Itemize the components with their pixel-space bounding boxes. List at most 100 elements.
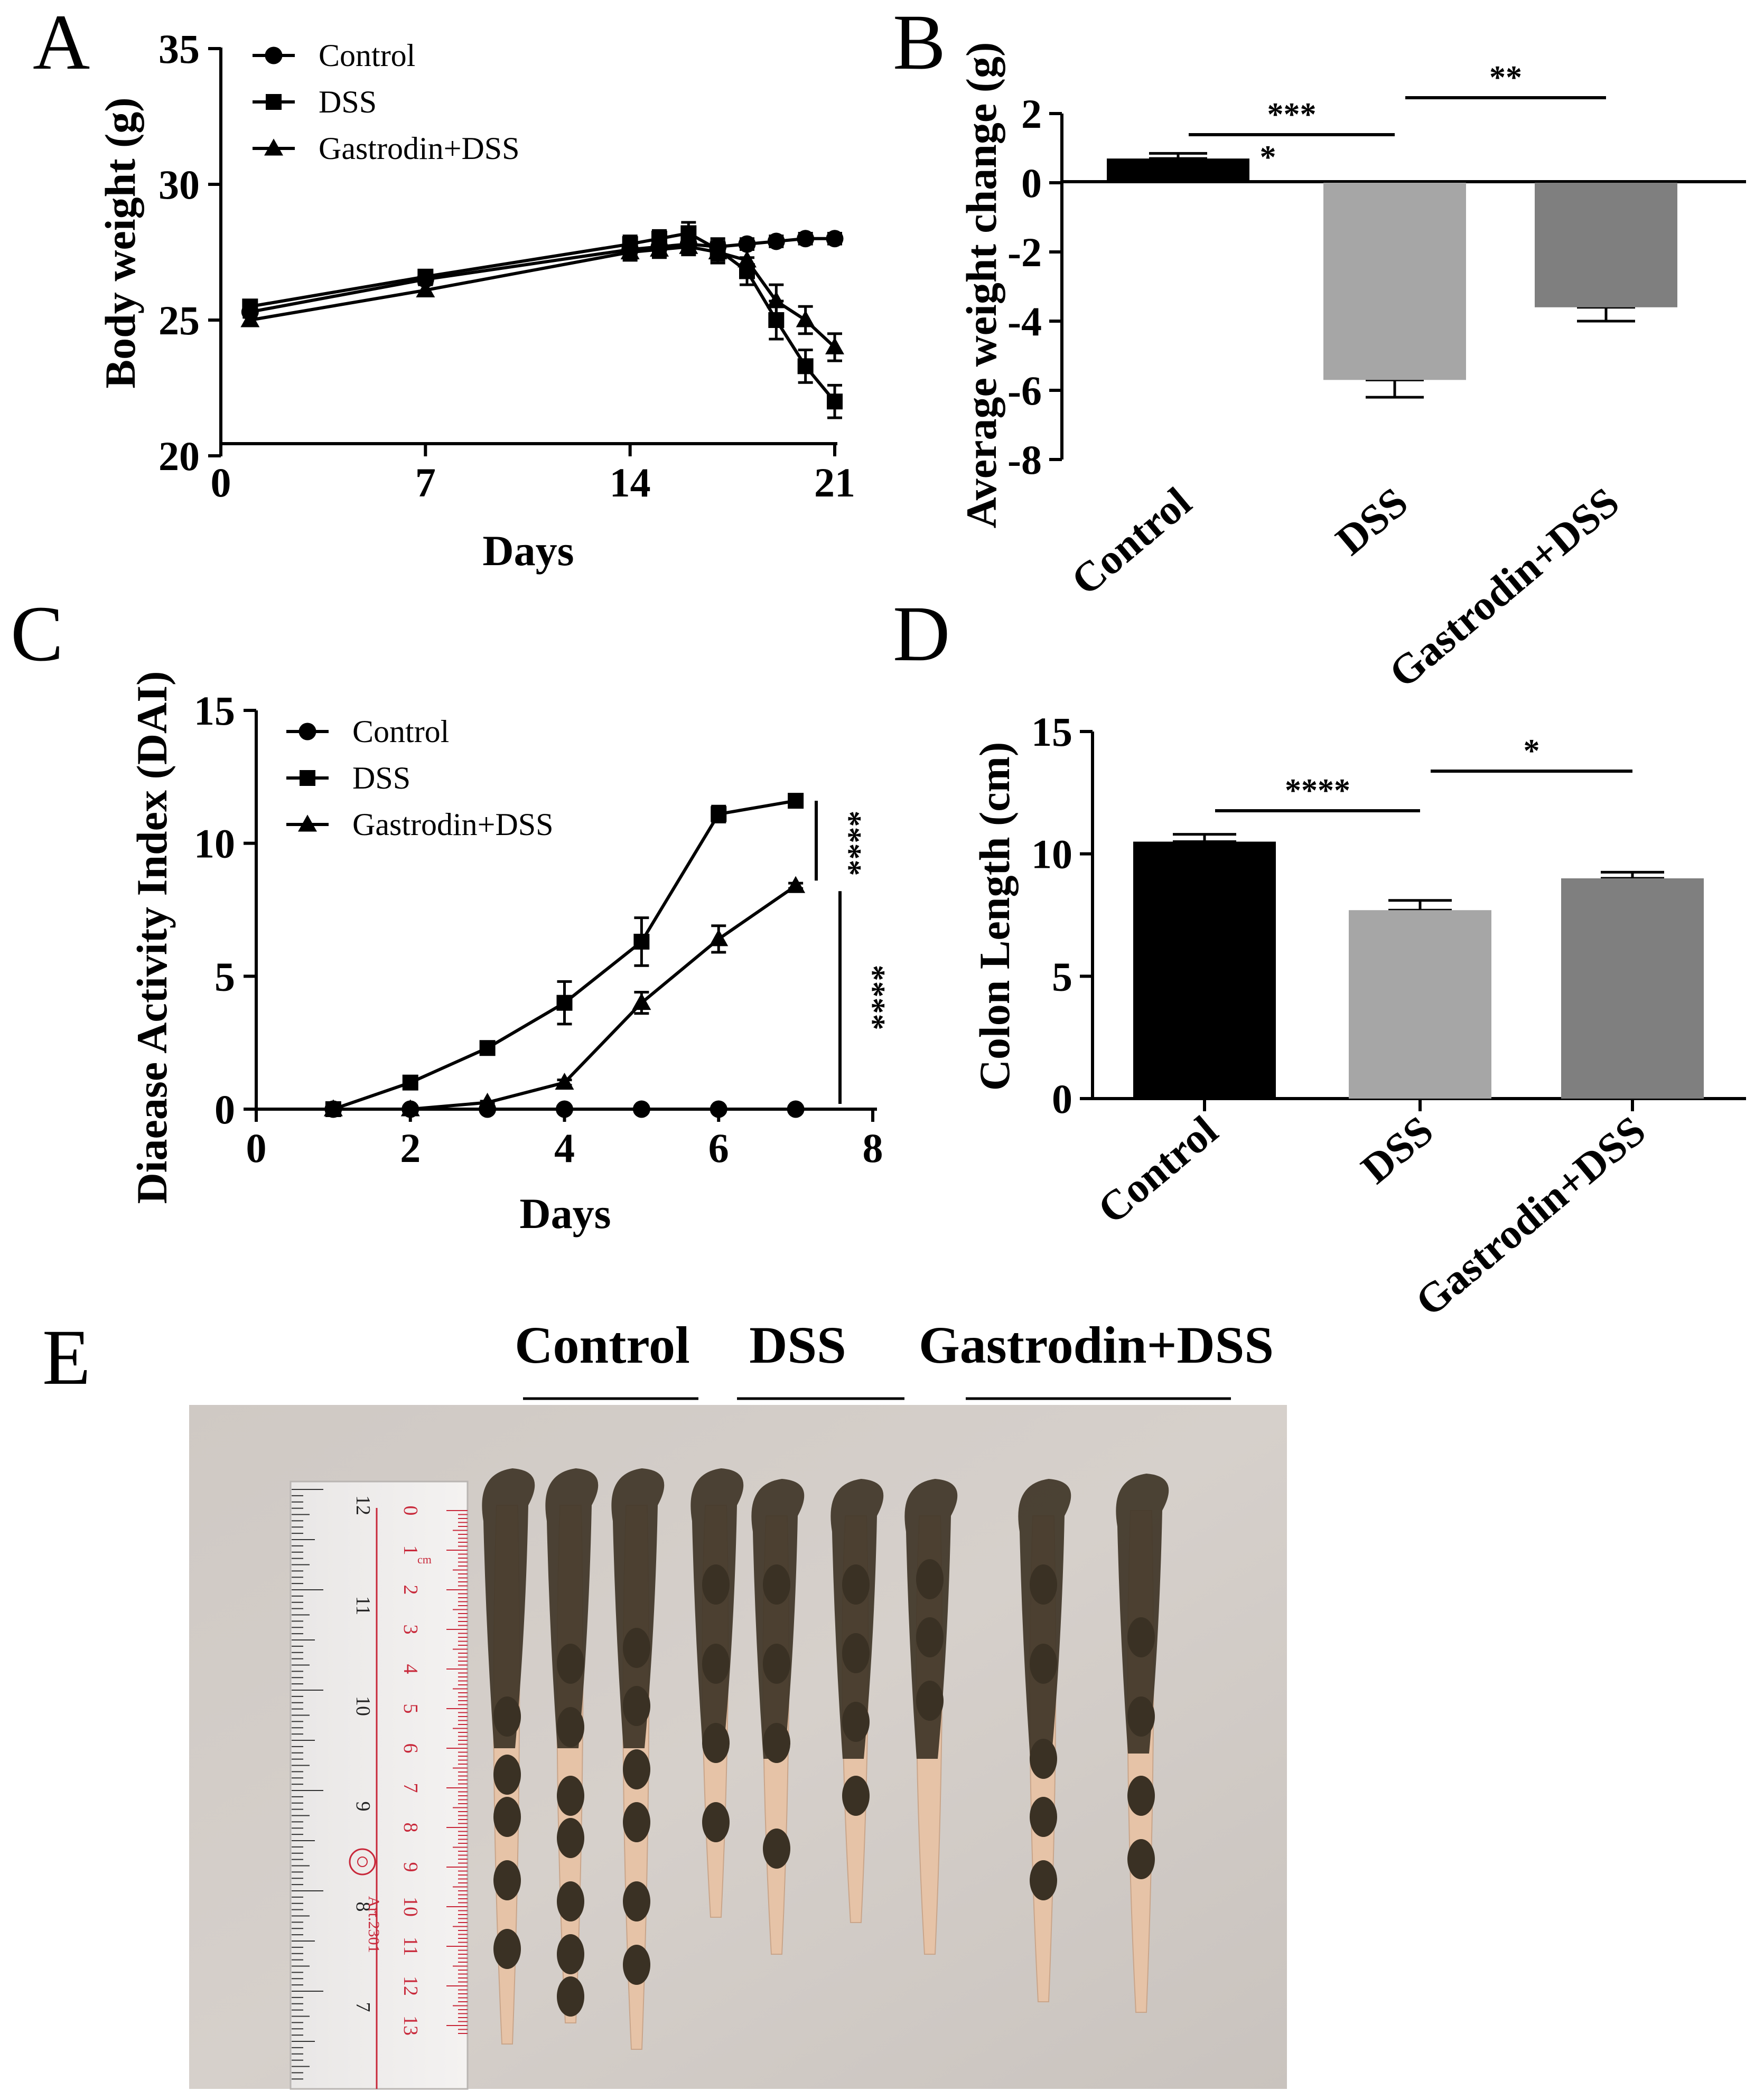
colon-fecal-pellet — [557, 1881, 584, 1921]
colon-fecal-pellet — [623, 1881, 650, 1921]
chart-c-point-gastrodin-dss — [786, 876, 806, 893]
colon-fecal-pellet — [557, 1776, 584, 1816]
colon-fecal-pellet — [557, 1976, 584, 2017]
colon-fecal-pellet — [702, 1723, 730, 1763]
panel-label-d: D — [893, 590, 950, 678]
chart-d-significance: ***** — [1215, 733, 1632, 812]
chart-c-point-gastrodin-dss — [632, 993, 651, 1010]
colon-fecal-pellet — [557, 1644, 584, 1684]
colon-fecal-pellet — [1127, 1696, 1155, 1737]
chart-a-point-dss — [797, 358, 814, 374]
colon-specimen — [482, 1468, 535, 2045]
colon-fecal-pellet — [493, 1696, 521, 1737]
panel-label-b: B — [893, 0, 946, 86]
ruler-cm-label: 0 — [399, 1506, 422, 1516]
colon-specimen — [904, 1479, 958, 1955]
chart-c-point-gastrodin-dss — [555, 1073, 574, 1090]
ruler-cm-label: 12 — [399, 1976, 422, 1996]
ruler-cm-label: 6 — [399, 1743, 422, 1754]
colon-specimens — [482, 1468, 1169, 2050]
colon-fecal-pellet — [916, 1681, 944, 1721]
ruler-cm-label: 1 — [399, 1545, 422, 1555]
colon-photo-panel: Control DSS Gastrodin+DSS 01234567891011… — [189, 1316, 1287, 2090]
chart-a-ytick-label: 30 — [158, 162, 200, 208]
colon-fecal-pellet — [1127, 1776, 1155, 1816]
colon-cecum — [545, 1468, 599, 1748]
chart-a-y-label: Body weight (g) — [96, 97, 144, 388]
ruler-inch-label: 10 — [352, 1696, 374, 1716]
chart-c-xtick-label: 6 — [708, 1125, 729, 1171]
chart-c-significance: **** **** — [815, 801, 891, 1104]
chart-c-x-ticks: 0 2 4 6 8 — [246, 1109, 883, 1171]
colon-fecal-pellet — [842, 1776, 870, 1816]
chart-b-sig-label: * — [1260, 139, 1276, 175]
ruler-cm-label: 9 — [399, 1862, 422, 1872]
ruler-body — [290, 1480, 469, 2090]
chart-a-y-ticks: 20 25 30 35 — [158, 26, 221, 479]
chart-d-bar-dss — [1349, 910, 1491, 1099]
ruler-inch-label: 12 — [352, 1495, 374, 1515]
chart-a-xtick-label: 21 — [814, 460, 855, 505]
colon-fecal-pellet — [1127, 1617, 1155, 1657]
chart-c-ytick-label: 0 — [214, 1086, 235, 1132]
chart-c-point-gastrodin-dss — [323, 1099, 343, 1117]
ruler-cm-label: 3 — [399, 1625, 422, 1635]
chart-b-bar-control — [1107, 158, 1249, 183]
chart-b-category-label: Gastrodin+DSS — [1380, 479, 1628, 697]
panel-label-a: A — [33, 0, 90, 86]
colon-fecal-pellet — [842, 1702, 870, 1742]
colon-fecal-pellet — [916, 1559, 944, 1599]
ruler-cm-label: 10 — [399, 1897, 422, 1917]
ruler-cm-label: 2 — [399, 1585, 422, 1595]
chart-c-point-control — [787, 1100, 805, 1118]
chart-a-legend-marker — [266, 94, 282, 110]
chart-b-ytick-label: -2 — [1007, 229, 1042, 275]
chart-c-y-ticks: 0 5 10 15 — [194, 688, 256, 1132]
chart-c-xtick-label: 4 — [554, 1125, 575, 1171]
chart-d-bar-control — [1133, 841, 1276, 1099]
colon-fecal-pellet — [842, 1564, 870, 1605]
colon-specimen — [545, 1468, 599, 2023]
colon-fecal-pellet — [623, 1749, 650, 1789]
chart-d-ytick-label: 0 — [1052, 1076, 1072, 1122]
chart-a-point-gastrodin-dss — [620, 242, 640, 259]
chart-c-line-dss — [332, 799, 796, 1111]
colon-specimen — [751, 1479, 805, 1955]
colon-fecal-pellet — [493, 1860, 521, 1900]
ruler-cm-label: 4 — [399, 1664, 422, 1674]
chart-b-significance: ****** — [1189, 60, 1606, 175]
colon-fecal-pellet — [623, 1945, 650, 1985]
chart-b-category-label: Control — [1063, 479, 1200, 604]
chart-c-legend-marker — [298, 723, 316, 740]
chart-d-bars — [1133, 833, 1704, 1099]
chart-b-sig-label: ** — [1489, 60, 1522, 96]
colon-cecum — [1116, 1474, 1169, 1754]
rose-logo-icon — [349, 1848, 376, 1876]
chart-d-ytick-label: 15 — [1031, 709, 1072, 755]
colon-cecum — [830, 1479, 884, 1759]
colon-fecal-pellet — [763, 1644, 790, 1684]
chart-b-bar-dss — [1323, 183, 1466, 380]
chart-d-sig-label: **** — [1285, 773, 1350, 809]
chart-c-sig-label: **** — [832, 811, 867, 876]
ruler-inch-label: 7 — [352, 2002, 374, 2012]
colon-specimen — [611, 1468, 665, 2050]
chart-b-ytick-label: 0 — [1021, 160, 1042, 206]
chart-a-ytick-label: 20 — [158, 433, 200, 479]
rose-logo-center — [357, 1857, 368, 1867]
ruler-logo — [349, 1848, 376, 1876]
chart-c-point-dss — [556, 995, 573, 1011]
colon-fecal-pellet — [557, 1934, 584, 1974]
colon-specimen — [830, 1479, 884, 1923]
colon-fecal-pellet — [702, 1564, 730, 1605]
chart-c-xtick-label: 2 — [400, 1125, 421, 1171]
chart-c-legend-label: Gastrodin+DSS — [352, 807, 554, 842]
chart-b-ytick-label: -8 — [1007, 437, 1042, 483]
ruler-cm-label: 11 — [399, 1937, 422, 1956]
